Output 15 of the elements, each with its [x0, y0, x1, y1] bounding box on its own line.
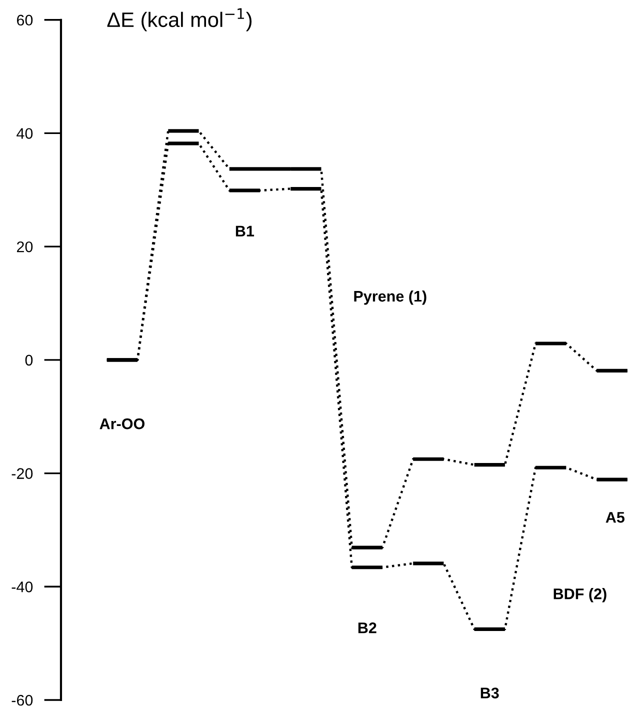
- y-axis-title: ΔE (kcal mol$^{−1}$): [107, 8, 252, 32]
- y-tick-label: -60: [12, 694, 33, 706]
- series-label: Pyrene (1): [354, 290, 426, 305]
- annotation: B1: [236, 226, 254, 236]
- annotation: B2: [358, 622, 376, 634]
- annotation: A5: [606, 512, 624, 523]
- y-tick-label: 20: [16, 241, 33, 252]
- y-tick-label: 60: [16, 14, 33, 26]
- text: BDF (2): [554, 588, 606, 602]
- annotation: Ar-OO: [100, 418, 144, 430]
- y-tick-label: -40: [12, 582, 33, 592]
- y-tick-label: 40: [16, 128, 33, 139]
- y-tick-label: -20: [12, 468, 33, 479]
- annotation: B3: [480, 688, 499, 698]
- y-tick-label: 0: [25, 354, 33, 366]
